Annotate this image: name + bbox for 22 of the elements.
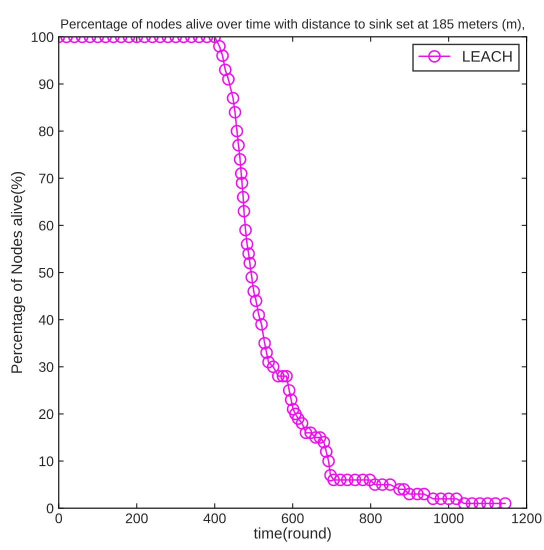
y-tick-label: 80	[39, 126, 54, 136]
x-axis-title: time(round)	[254, 527, 331, 542]
y-tick-label: 10	[40, 456, 54, 466]
x-tick-label: 1000	[434, 513, 464, 524]
x-tick-label: 200	[126, 513, 148, 524]
y-axis-title: Percentage of Nodes alive(%)	[10, 172, 26, 373]
chart-title: Percentage of nodes alive over time with distance to sink set at 185 meters (m),	[61, 18, 524, 32]
y-tick-label: 90	[39, 79, 54, 90]
y-tick-label: 30	[38, 362, 54, 372]
y-tick-label: 0	[46, 504, 54, 514]
y-tick-label: 20	[39, 409, 54, 420]
y-tick-label: 50	[39, 268, 54, 278]
x-tick-label: 600	[282, 513, 304, 524]
y-tick-label: 60	[39, 220, 54, 231]
y-tick-label: 70	[39, 174, 54, 184]
x-tick-label: 800	[360, 513, 382, 524]
y-tick-label: 40	[38, 314, 54, 325]
legend-label: LEACH	[463, 51, 512, 62]
x-tick-label: 0	[55, 513, 62, 524]
x-tick-label: 400	[203, 513, 226, 524]
y-tick-label: 100	[32, 32, 54, 42]
x-tick-label: 1200	[512, 513, 542, 524]
